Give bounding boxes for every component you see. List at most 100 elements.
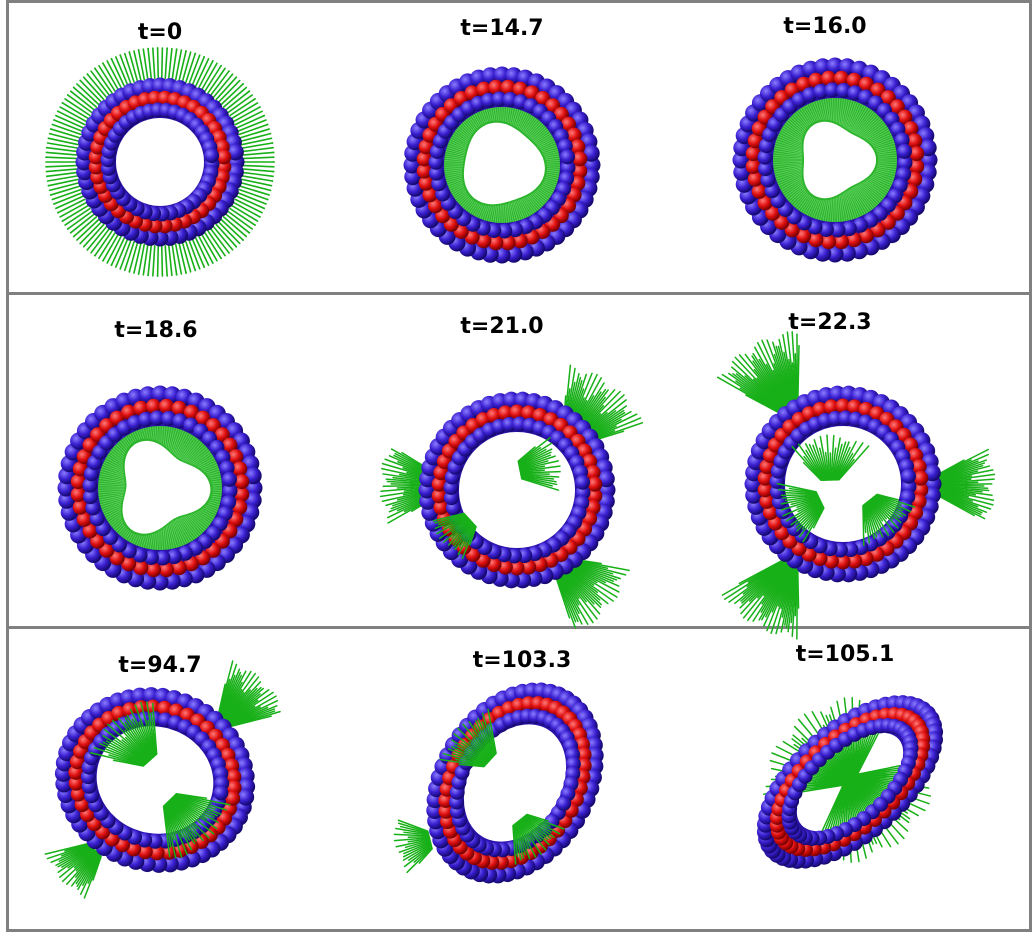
lipid-tail	[64, 207, 91, 226]
inner-tail-line	[474, 111, 482, 126]
tail-tip	[56, 110, 59, 113]
lipid-tail	[99, 742, 147, 765]
blue-bead	[826, 245, 844, 263]
tail-tip	[72, 86, 75, 89]
tail-tuft	[393, 819, 433, 874]
row-divider-2	[6, 626, 1032, 629]
lipid-tail	[447, 520, 472, 546]
inner-tail-line	[170, 426, 178, 452]
tail-tip	[166, 274, 169, 277]
blue-bead	[559, 149, 575, 165]
inner-tail-line	[868, 128, 892, 142]
inner-tail-line	[772, 144, 803, 153]
inner-tail-line	[96, 491, 125, 496]
red-bead	[72, 461, 88, 477]
tail-tip	[156, 275, 159, 277]
inner-tail-line	[854, 107, 873, 134]
red-bead	[512, 233, 528, 249]
inner-tail-line	[878, 157, 899, 159]
tail-tip	[175, 273, 178, 276]
red-bead	[422, 187, 438, 203]
panel-label: t=14.7	[460, 16, 544, 41]
red-bead	[509, 404, 525, 420]
red-bead	[570, 139, 586, 155]
blue-bead	[491, 91, 507, 107]
lipid-tail	[802, 506, 825, 543]
inner-tail-line	[470, 203, 479, 217]
lipid-tail	[934, 464, 984, 481]
lipid-tail	[75, 850, 97, 872]
lipid-tail	[169, 799, 210, 839]
lipid-tail	[438, 517, 470, 540]
red-bead	[418, 139, 434, 155]
lipid-tail	[48, 132, 80, 142]
blue-bead	[760, 172, 776, 188]
tail-tip	[156, 47, 159, 49]
inner-tail-line	[869, 130, 893, 143]
tail-tuft-inner	[512, 813, 565, 865]
inner-tail-line	[173, 520, 185, 548]
lipid-tail	[55, 845, 93, 867]
lipid-tail	[780, 497, 820, 511]
red-bead	[149, 845, 165, 861]
lipid-tail	[873, 496, 907, 517]
lipid-tail	[126, 714, 153, 759]
red-bead	[234, 486, 250, 502]
inner-tail-line	[824, 199, 830, 224]
inner-tail-line	[520, 198, 532, 218]
red-bead	[146, 398, 162, 414]
inner-tail-line	[878, 162, 899, 166]
lipid-tail	[399, 825, 430, 834]
inner-tail-line	[446, 180, 463, 189]
lipid-tail	[432, 512, 465, 522]
lipid-tail	[232, 201, 261, 218]
lipid-tail	[464, 524, 476, 548]
lipid-tail	[519, 465, 546, 472]
lipid-tail	[520, 477, 553, 487]
inner-tail-line	[171, 427, 181, 453]
red-bead	[171, 560, 187, 576]
inner-tail-line	[109, 517, 122, 528]
red-bead	[416, 151, 432, 167]
inner-tail-line	[457, 195, 470, 207]
inner-tail-line	[472, 203, 481, 218]
inner-tail-line	[194, 512, 213, 526]
lipid-tail	[231, 102, 259, 120]
tail-tip	[45, 175, 48, 178]
lipid-tail	[198, 235, 214, 264]
lipid-tail	[460, 742, 490, 763]
lipid-tail	[115, 238, 129, 268]
inner-tail-line	[96, 493, 124, 499]
inner-tail-line	[480, 108, 487, 123]
lipid-tail	[555, 568, 589, 626]
inner-tail-line	[528, 195, 542, 211]
panel-label: t=22.3	[788, 310, 872, 335]
inner-tail-line	[795, 109, 809, 127]
inner-tail-line	[102, 458, 124, 470]
tail-tip	[254, 98, 256, 100]
inner-tail-line	[454, 192, 467, 203]
lipid-tail	[808, 443, 827, 481]
lipid-tail	[219, 668, 241, 717]
red-bead	[521, 559, 537, 575]
red-bead	[745, 146, 761, 162]
lipid-tail	[790, 501, 822, 526]
inner-tail-line	[494, 105, 498, 121]
tail-tuft-inner	[776, 482, 825, 543]
red-bead	[757, 482, 773, 498]
tail-tip	[248, 90, 251, 93]
red-bead	[133, 400, 149, 416]
inner-tail-line	[827, 199, 831, 224]
blue-bead	[83, 489, 99, 505]
inner-tail-line	[112, 444, 125, 456]
lipid-tail	[763, 565, 793, 627]
lipid-tail	[123, 241, 135, 272]
red-bead	[70, 486, 86, 502]
inner-tail-line	[209, 475, 223, 479]
red-bead	[214, 427, 230, 443]
inner-tail-line	[507, 203, 512, 225]
red-bead	[146, 562, 162, 578]
red-bead	[903, 121, 919, 137]
inner-tail-line	[843, 192, 853, 222]
inner-tail-line	[849, 102, 865, 132]
